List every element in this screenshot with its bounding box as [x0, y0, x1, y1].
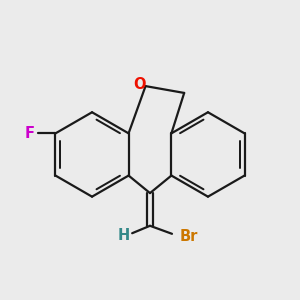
Text: Br: Br [180, 229, 198, 244]
Text: O: O [133, 77, 145, 92]
Text: H: H [118, 228, 130, 243]
Text: F: F [25, 126, 34, 141]
